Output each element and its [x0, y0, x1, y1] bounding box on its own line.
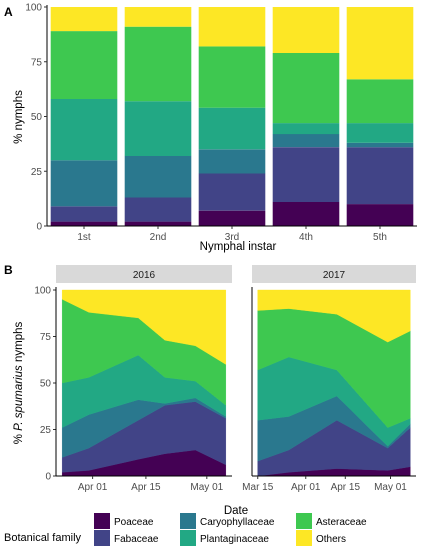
bar-1st-plantaginaceae [50, 99, 118, 161]
panel-a-tag: A [4, 5, 13, 19]
panel-b-x-label: Date [224, 505, 248, 517]
facet-2016-x-tick-label: Apr 15 [131, 482, 161, 493]
bar-3rd-poaceae [198, 210, 266, 226]
panel-a-y-axis: 0 25 50 75 100 [25, 3, 48, 233]
panel-b-y-label-prefix: % [13, 431, 25, 444]
bar-3rd-plantaginaceae [198, 107, 266, 150]
bar-3rd-others [198, 7, 266, 47]
legend-swatch-caryophyllaceae [180, 513, 196, 529]
panel-b-tag: B [4, 263, 13, 277]
bar-3rd-asteraceae [198, 46, 266, 108]
legend-swatch-poaceae [94, 513, 110, 529]
legend-swatch-fabaceae [94, 530, 110, 546]
legend-label-poaceae: Poaceae [114, 517, 154, 528]
panel-a-bars [50, 7, 414, 226]
legend-swatch-asteraceae [296, 513, 312, 529]
panel-a-y-tick-label: 25 [31, 167, 43, 178]
bar-2nd-others [124, 7, 192, 27]
bar-5th-fabaceae [346, 147, 414, 205]
panel-a-x-tick-label: 1st [77, 232, 91, 243]
panel-a-y-tick-label: 0 [36, 222, 42, 233]
bar-3rd-caryophyllaceae [198, 149, 266, 174]
panel-a: A 0 25 50 75 100 1st 2nd 3rd 4th 5th % nymphs Ny… [4, 3, 417, 253]
bar-1st-caryophyllaceae [50, 160, 118, 207]
bar-4th-others [272, 7, 340, 53]
panel-a-y-tick-label: 100 [25, 3, 42, 14]
facet-2016-x-axis: Apr 01 Apr 15 May 01 [55, 287, 232, 493]
bar-1st-fabaceae [50, 206, 118, 222]
bar-2nd-fabaceae [124, 197, 192, 222]
panel-b-y-tick-label: 50 [40, 379, 52, 390]
panel-a-x-tick-label: 4th [299, 232, 313, 243]
bar-5th-caryophyllaceae [346, 142, 414, 148]
bar-2nd-poaceae [124, 221, 192, 226]
legend-title: Botanical family [4, 532, 82, 544]
bar-4th-poaceae [272, 201, 340, 226]
panel-a-x-axis: 1st 2nd 3rd 4th 5th [47, 225, 417, 243]
panel-b-y-tick-label: 75 [40, 332, 52, 343]
legend-swatch-plantaginaceae [180, 530, 196, 546]
bar-4th-caryophyllaceae [272, 134, 340, 148]
legend: Botanical family Poaceae Fabaceae Caryophy… [4, 513, 367, 546]
panel-b-y-label: % P. spumarius nymphs [13, 321, 25, 444]
bar-5th-others [346, 7, 414, 80]
bar-4th-asteraceae [272, 53, 340, 124]
facet-strip-2017 [252, 265, 416, 283]
bar-2nd-plantaginaceae [124, 101, 192, 156]
legend-label-others: Others [316, 534, 346, 545]
bar-5th-plantaginaceae [346, 123, 414, 143]
bar-2nd-caryophyllaceae [124, 155, 192, 198]
legend-items: Poaceae Fabaceae Caryophyllaceae Plantagina… [94, 513, 367, 546]
panel-a-y-label: % nymphs [13, 90, 25, 144]
bar-5th-asteraceae [346, 79, 414, 124]
bar-2nd-asteraceae [124, 26, 192, 102]
panel-a-x-tick-label: 5th [373, 232, 387, 243]
panel-a-y-tick-label: 75 [31, 57, 43, 68]
panel-b-y-tick-label: 0 [45, 472, 51, 483]
panel-b-y-tick-label: 100 [34, 286, 51, 297]
facet-2016-x-tick-label: Apr 01 [78, 482, 108, 493]
bar-1st-asteraceae [50, 31, 118, 100]
facet-strip-label-2017: 2017 [323, 270, 346, 281]
facet-2017-x-tick-label: Mar 15 [242, 482, 274, 493]
panel-b-y-tick-label: 25 [40, 425, 52, 436]
panel-a-x-tick-label: 2nd [150, 232, 167, 243]
bar-1st-poaceae [50, 221, 118, 226]
panel-a-x-label: Nymphal instar [200, 241, 277, 253]
facet-2016-x-tick-label: May 01 [190, 482, 223, 493]
bar-4th-fabaceae [272, 147, 340, 202]
area-2017-others [257, 289, 411, 343]
panel-a-x-tick-label: 3rd [225, 232, 239, 243]
legend-swatch-others [296, 530, 312, 546]
legend-label-fabaceae: Fabaceae [114, 534, 159, 545]
area-2016-others [62, 289, 226, 365]
facet-strip-2016 [56, 265, 232, 283]
legend-label-plantaginaceae: Plantaginaceae [200, 534, 269, 545]
facet-strip-label-2016: 2016 [133, 270, 156, 281]
panel-a-y-tick-label: 50 [31, 112, 43, 123]
facet-2016-areas [62, 289, 226, 477]
panel-b-y-label-species: P. spumarius [13, 365, 25, 431]
bar-4th-plantaginaceae [272, 123, 340, 135]
facet-2017-x-tick-label: Apr 15 [331, 482, 361, 493]
bar-5th-poaceae [346, 204, 414, 226]
panel-b-y-axis: 0 25 50 75 100 [34, 286, 56, 483]
legend-label-caryophyllaceae: Caryophyllaceae [200, 517, 275, 528]
panel-b: B 2016 2017 0 25 50 75 100 Apr 01 Apr 15 May 0… [4, 263, 416, 517]
bar-3rd-fabaceae [198, 173, 266, 211]
facet-2017-x-tick-label: May 01 [374, 482, 407, 493]
panel-b-y-label-suffix: nymphs [13, 321, 25, 365]
facet-2017-areas [257, 289, 411, 477]
bar-1st-others [50, 7, 118, 32]
facet-2017-x-axis: Mar 15 Apr 01 Apr 15 May 01 [242, 287, 416, 493]
facet-2017-x-tick-label: Apr 01 [291, 482, 321, 493]
legend-label-asteraceae: Asteraceae [316, 517, 367, 528]
